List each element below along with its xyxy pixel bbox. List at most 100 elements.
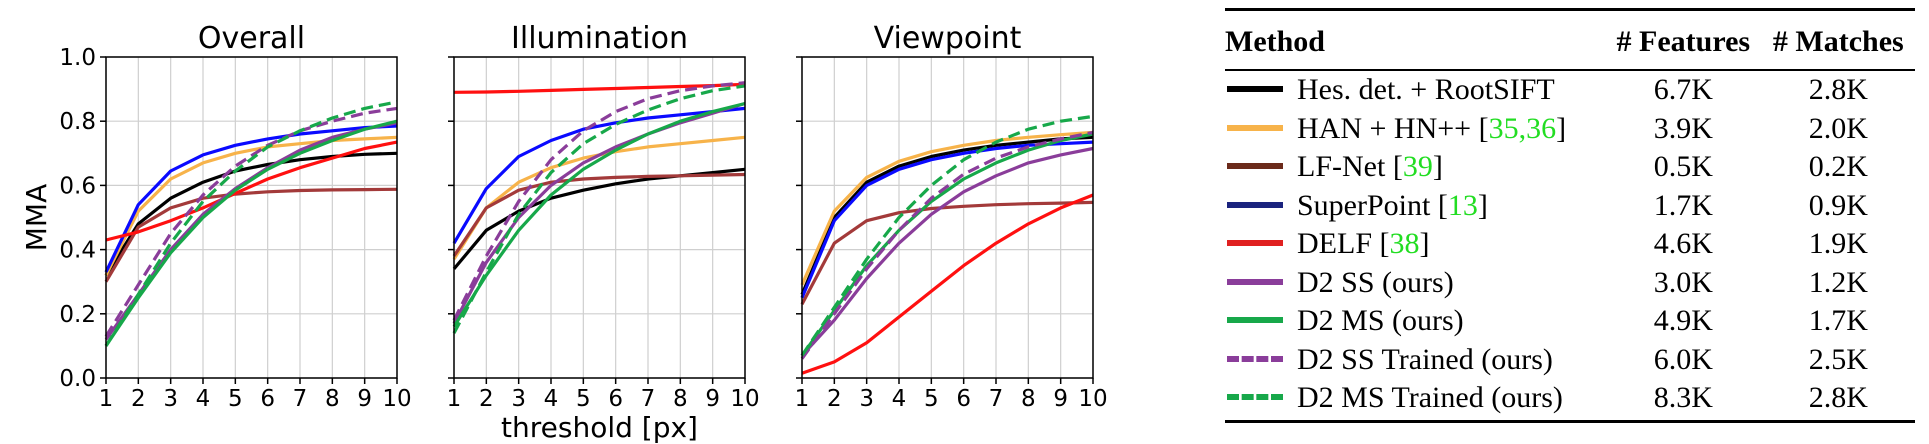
features-cell: 4.9K bbox=[1653, 304, 1713, 338]
method-cell: D2 SS (ours) bbox=[1225, 264, 1605, 303]
x-tick-label: 5 bbox=[924, 386, 939, 412]
x-tick-label: 4 bbox=[544, 386, 559, 412]
series-line-4 bbox=[105, 140, 398, 242]
mma-charts: 1 2 3 4 5 6 7 8 9 100.00.20.40.60.81.0OverallMMA1… bbox=[20, 21, 1108, 444]
table-header-row: Method # Features # Matches bbox=[1225, 9, 1915, 71]
matches-cell: 2.5K bbox=[1808, 342, 1868, 376]
features-cell: 6.7K bbox=[1653, 73, 1713, 107]
method-name: HAN + HN++ [ bbox=[1297, 111, 1489, 145]
matches-cell: 0.9K bbox=[1808, 188, 1868, 222]
features-cell: 0.5K bbox=[1653, 150, 1713, 184]
legend-swatch bbox=[1227, 124, 1283, 131]
chart-title: Illumination bbox=[511, 21, 688, 56]
legend-swatch bbox=[1227, 355, 1283, 362]
legend-swatch bbox=[1227, 317, 1283, 324]
method-name: SuperPoint [ bbox=[1297, 188, 1448, 222]
x-tick-label: 6 bbox=[260, 386, 275, 412]
method-cell: LF-Net [39] bbox=[1225, 148, 1605, 187]
series-line-5 bbox=[452, 101, 746, 325]
x-tick-label: 2 bbox=[131, 386, 146, 412]
x-tick-label: 8 bbox=[673, 386, 688, 412]
series-line-8 bbox=[452, 84, 746, 334]
x-tick-label: 7 bbox=[989, 386, 1004, 412]
header-features: # Features bbox=[1605, 9, 1762, 71]
features-cell: 3.0K bbox=[1653, 265, 1713, 299]
series-line-5 bbox=[800, 146, 1094, 357]
table-row: D2 MS (ours) 4.9K 1.7K bbox=[1225, 302, 1915, 341]
legend-swatch bbox=[1227, 86, 1283, 93]
method-cell: D2 SS Trained (ours) bbox=[1225, 341, 1605, 380]
series-line-6 bbox=[452, 101, 746, 328]
citation-close: ] bbox=[1556, 111, 1567, 145]
table-row: SuperPoint [13] 1.7K 0.9K bbox=[1225, 187, 1915, 226]
method-name: DELF [ bbox=[1297, 227, 1390, 261]
matches-cell: 1.2K bbox=[1808, 265, 1868, 299]
citation-close: ] bbox=[1419, 227, 1430, 261]
method-name: D2 SS (ours) bbox=[1297, 265, 1454, 299]
series-line-4 bbox=[453, 82, 746, 94]
x-tick-label: 10 bbox=[730, 386, 759, 412]
x-tick-label: 3 bbox=[163, 386, 178, 412]
citation-ref: 39 bbox=[1402, 150, 1433, 184]
series-line-6 bbox=[800, 132, 1094, 357]
series-line-3 bbox=[452, 106, 746, 245]
series-line-6 bbox=[104, 119, 398, 347]
features-cell: 6.0K bbox=[1653, 342, 1713, 376]
y-axis-label: MMA bbox=[20, 184, 53, 251]
x-tick-label: 6 bbox=[608, 386, 623, 412]
x-tick-label: 3 bbox=[511, 386, 526, 412]
y-tick-label: 1.0 bbox=[59, 45, 96, 71]
method-name: D2 SS Trained (ours) bbox=[1297, 342, 1553, 376]
series-line-0 bbox=[104, 151, 398, 277]
plot-frame bbox=[453, 56, 746, 379]
matches-cell: 2.8K bbox=[1761, 379, 1915, 423]
features-cell: 3.9K bbox=[1653, 111, 1713, 145]
matches-cell: 1.9K bbox=[1808, 227, 1868, 261]
series-line-2 bbox=[452, 172, 746, 257]
x-tick-label: 9 bbox=[705, 386, 720, 412]
citation-close: ] bbox=[1432, 150, 1443, 184]
chart-panel-1: 1 2 3 4 5 6 7 8 9 10 Illumination bbox=[447, 21, 760, 412]
y-tick-label: 0.4 bbox=[59, 238, 96, 264]
plot-frame bbox=[801, 56, 1094, 379]
series-line-8 bbox=[104, 100, 398, 347]
x-tick-label: 9 bbox=[1053, 386, 1068, 412]
x-tick-label: 7 bbox=[641, 386, 656, 412]
table-row: Hes. det. + RootSIFT 6.7K 2.8K bbox=[1225, 70, 1915, 110]
method-cell: D2 MS Trained (ours) bbox=[1225, 379, 1605, 423]
matches-cell: 1.7K bbox=[1808, 304, 1868, 338]
series-line-7 bbox=[800, 130, 1094, 360]
series-line-3 bbox=[800, 140, 1094, 299]
x-tick-label: 10 bbox=[1078, 386, 1107, 412]
table-row: D2 MS Trained (ours) 8.3K 2.8K bbox=[1225, 379, 1915, 423]
method-cell: SuperPoint [13] bbox=[1225, 187, 1605, 226]
citation-ref: 35,36 bbox=[1488, 111, 1557, 145]
method-table: Method # Features # Matches Hes. det. + … bbox=[1225, 8, 1915, 440]
x-tick-label: 2 bbox=[827, 386, 842, 412]
x-tick-label: 6 bbox=[956, 386, 971, 412]
matches-cell: 0.2K bbox=[1808, 150, 1868, 184]
x-tick-label: 5 bbox=[228, 386, 243, 412]
x-tick-label: 4 bbox=[892, 386, 907, 412]
x-tick-label: 2 bbox=[479, 386, 494, 412]
legend-swatch bbox=[1227, 201, 1283, 208]
features-cell: 4.6K bbox=[1653, 227, 1713, 261]
x-axis-label: threshold [px] bbox=[501, 411, 698, 444]
series-line-2 bbox=[800, 200, 1094, 305]
legend-swatch bbox=[1227, 163, 1283, 170]
series-line-1 bbox=[800, 130, 1094, 286]
series-line-8 bbox=[800, 114, 1094, 357]
header-method: Method bbox=[1225, 9, 1605, 71]
y-tick-label: 0.2 bbox=[59, 302, 96, 328]
series-line-1 bbox=[104, 135, 398, 277]
method-cell: Hes. det. + RootSIFT bbox=[1225, 70, 1605, 110]
y-tick-label: 0.8 bbox=[59, 109, 96, 135]
x-tick-label: 1 bbox=[795, 386, 810, 412]
chart-title: Overall bbox=[198, 21, 305, 56]
citation-ref: 38 bbox=[1389, 227, 1420, 261]
x-tick-label: 4 bbox=[196, 386, 211, 412]
y-tick-label: 0.6 bbox=[59, 173, 96, 199]
x-tick-label: 10 bbox=[382, 386, 411, 412]
table-row: D2 SS (ours) 3.0K 1.2K bbox=[1225, 264, 1915, 303]
series-line-3 bbox=[104, 124, 398, 273]
